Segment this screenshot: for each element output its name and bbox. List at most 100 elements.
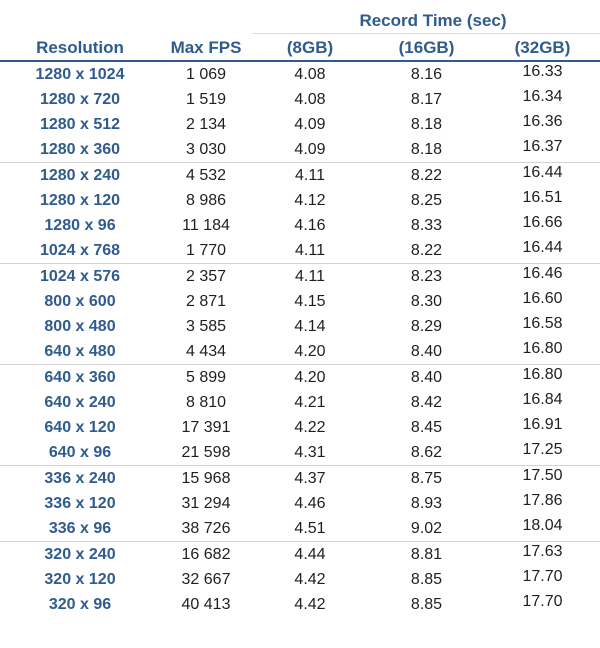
max-fps-cell: 16 682 <box>181 546 231 563</box>
table-row: 640 x 120 17 391 4.22 8.45 16.91 <box>0 415 600 440</box>
resolution-cell: 1280 x 96 <box>44 217 116 234</box>
record-time-8gb-cell: 4.44 <box>294 546 326 563</box>
record-time-32gb-cell: 16.37 <box>485 137 600 163</box>
table-row: 320 x 120 32 667 4.42 8.85 17.70 <box>0 567 600 592</box>
record-time-16gb-cell: 8.18 <box>410 116 443 133</box>
resolution-cell: 640 x 360 <box>44 369 116 386</box>
record-time-8gb-cell: 4.12 <box>294 192 326 209</box>
resolution-cell: 640 x 120 <box>44 419 116 436</box>
max-fps-cell: 4 434 <box>160 339 252 365</box>
record-time-8gb-cell: 4.08 <box>294 91 326 108</box>
record-time-16gb-cell: 8.40 <box>410 369 443 386</box>
record-time-8gb-cell: 4.16 <box>294 217 326 234</box>
resolution-cell: 1280 x 240 <box>39 167 121 184</box>
max-fps-cell: 8 810 <box>185 394 227 411</box>
record-time-16gb-cell: 8.85 <box>410 596 443 613</box>
record-time-32gb-cell: 16.84 <box>522 391 563 408</box>
max-fps-cell: 11 184 <box>182 217 230 234</box>
resolution-cell: 1024 x 576 <box>39 268 121 285</box>
resolution-cell: 800 x 600 <box>44 293 116 310</box>
resolution-cell: 336 x 240 <box>44 470 116 487</box>
record-time-32gb-cell: 16.34 <box>522 88 563 105</box>
record-time-16gb-cell: 8.18 <box>368 137 485 163</box>
max-fps-cell: 2 134 <box>185 116 227 133</box>
record-time-32gb-cell: 16.58 <box>522 315 563 332</box>
record-time-8gb-cell: 4.42 <box>294 596 326 613</box>
record-time-32gb-cell: 16.51 <box>522 189 563 206</box>
table-row: 1024 x 768 1 770 4.11 8.22 16.44 <box>0 238 600 264</box>
record-time-table: Resolution Max FPS (8GB) (16GB) (32GB) 1… <box>0 35 600 617</box>
record-time-8gb-cell: 4.09 <box>252 137 368 163</box>
record-time-16gb-cell: 8.23 <box>410 268 443 285</box>
column-header-8gb: (8GB) <box>252 35 368 62</box>
table-row: 1280 x 720 1 519 4.08 8.17 16.34 <box>0 87 600 112</box>
resolution-cell: 640 x 240 <box>44 394 116 411</box>
column-header-resolution: Resolution <box>0 35 160 62</box>
record-time-32gb-cell: 16.80 <box>522 366 563 383</box>
record-time-32gb-cell: 18.04 <box>485 516 600 542</box>
record-time-16gb-cell: 8.33 <box>410 217 443 234</box>
table-row: 1280 x 1024 1 069 4.08 8.16 16.33 <box>0 61 600 87</box>
resolution-cell: 320 x 96 <box>48 596 112 613</box>
table-row: 1280 x 240 4 532 4.11 8.22 16.44 <box>0 163 600 189</box>
table-row: 1280 x 512 2 134 4.09 8.18 16.36 <box>0 112 600 137</box>
record-time-32gb-cell: 16.66 <box>522 214 563 231</box>
max-fps-cell: 1 770 <box>160 238 252 264</box>
table-row: 640 x 240 8 810 4.21 8.42 16.84 <box>0 390 600 415</box>
table-row: 640 x 480 4 434 4.20 8.40 16.80 <box>0 339 600 365</box>
max-fps-cell: 38 726 <box>160 516 252 542</box>
record-time-header: Record Time (sec) <box>359 11 507 30</box>
max-fps-cell: 4 532 <box>185 167 227 184</box>
resolution-cell: 320 x 240 <box>44 546 116 563</box>
resolution-cell: 336 x 120 <box>44 495 116 512</box>
resolution-cell: 320 x 120 <box>44 571 116 588</box>
record-time-16gb-cell: 8.40 <box>368 339 485 365</box>
record-time-32gb-cell: 17.63 <box>522 543 563 560</box>
max-fps-cell: 40 413 <box>181 596 231 613</box>
record-time-8gb-cell: 4.22 <box>294 419 326 436</box>
record-time-16gb-cell: 8.29 <box>410 318 443 335</box>
max-fps-cell: 3 030 <box>160 137 252 163</box>
record-time-8gb-cell: 4.37 <box>294 470 326 487</box>
max-fps-cell: 5 899 <box>185 369 227 386</box>
table-body: 1280 x 1024 1 069 4.08 8.16 16.33 1280 x 720 1… <box>0 61 600 617</box>
max-fps-cell: 32 667 <box>181 571 231 588</box>
record-time-16gb-cell: 8.75 <box>410 470 443 487</box>
resolution-cell: 1280 x 512 <box>39 116 121 133</box>
max-fps-cell: 17 391 <box>181 419 231 436</box>
header-row: Resolution Max FPS (8GB) (16GB) (32GB) <box>0 35 600 62</box>
table-row: 640 x 360 5 899 4.20 8.40 16.80 <box>0 365 600 391</box>
max-fps-cell: 2 871 <box>185 293 227 310</box>
record-time-32gb-cell: 17.25 <box>485 440 600 466</box>
record-time-8gb-cell: 4.51 <box>252 516 368 542</box>
max-fps-cell: 15 968 <box>181 470 231 487</box>
resolution-cell: 640 x 480 <box>0 339 160 365</box>
max-fps-cell: 21 598 <box>160 440 252 466</box>
table-row: 320 x 96 40 413 4.42 8.85 17.70 <box>0 592 600 617</box>
record-time-32gb-cell: 17.50 <box>522 467 563 484</box>
record-time-8gb-cell: 4.15 <box>294 293 326 310</box>
record-time-32gb-cell: 16.46 <box>522 265 563 282</box>
record-time-16gb-cell: 8.42 <box>410 394 443 411</box>
record-time-8gb-cell: 4.46 <box>294 495 326 512</box>
column-header-16gb: (16GB) <box>368 35 485 62</box>
record-time-8gb-cell: 4.11 <box>295 268 325 285</box>
record-time-16gb-cell: 8.22 <box>368 238 485 264</box>
record-time-8gb-cell: 4.20 <box>294 369 326 386</box>
max-fps-cell: 2 357 <box>185 268 227 285</box>
record-time-16gb-cell: 8.22 <box>410 167 443 184</box>
resolution-cell: 336 x 96 <box>0 516 160 542</box>
record-time-8gb-cell: 4.42 <box>294 571 326 588</box>
record-time-8gb-cell: 4.14 <box>294 318 326 335</box>
record-time-16gb-cell: 8.62 <box>368 440 485 466</box>
record-time-32gb-cell: 16.33 <box>522 63 563 80</box>
record-time-32gb-cell: 16.91 <box>522 416 563 433</box>
record-time-8gb-cell: 4.11 <box>252 238 368 264</box>
record-time-16gb-cell: 8.30 <box>410 293 443 310</box>
resolution-cell: 1024 x 768 <box>0 238 160 264</box>
max-fps-cell: 3 585 <box>185 318 227 335</box>
record-time-32gb-cell: 17.70 <box>522 593 563 610</box>
max-fps-cell: 1 069 <box>185 66 227 83</box>
record-time-32gb-cell: 16.44 <box>522 164 563 181</box>
